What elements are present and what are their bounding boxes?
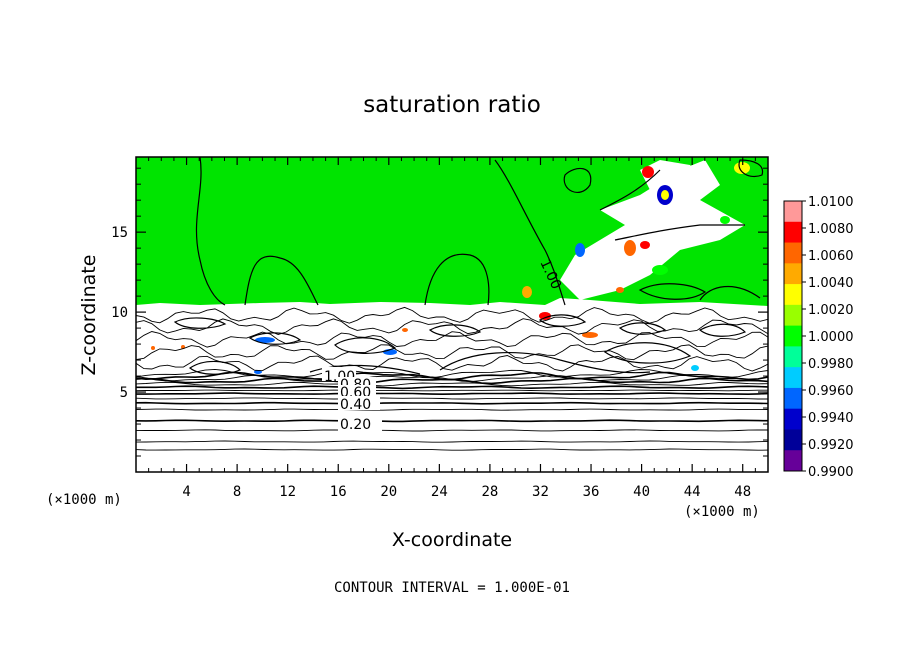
anomaly-cell [661,190,669,200]
x-unit-right: (×1000 m) [684,504,760,520]
colorbar-swatch [784,201,802,223]
contour-line [136,392,768,396]
colorbar-swatch [784,367,802,389]
contour-line [136,448,768,451]
x-tick-label: 32 [532,484,549,500]
anomaly-cell [254,370,262,374]
contour-cells [173,314,747,375]
contour-line [136,344,768,361]
colorbar-label: 1.0080 [808,222,854,237]
colorbar-label: 0.9940 [808,411,854,426]
anomaly-cell [522,286,532,298]
contour-line [136,381,768,387]
colorbar-swatch [784,387,802,410]
anomaly-cell [255,337,275,343]
contour-label: 0.20 [340,417,371,433]
contour-interval-text: CONTOUR INTERVAL = 1.000E-01 [334,580,570,596]
contour-line [136,419,768,423]
anomaly-cell [624,240,636,256]
contour-line [136,440,768,443]
anomaly-cell [642,166,654,178]
x-tick-label: 48 [734,484,751,500]
chart-title: saturation ratio [363,92,541,118]
contours-upper [195,157,764,306]
anomaly-cells [151,162,750,374]
contour-line [136,408,768,411]
x-tick-label: 8 [233,484,241,500]
contour-line [136,401,768,405]
x-unit-left: (×1000 m) [46,492,122,508]
contour-label-background [338,416,382,431]
y-axis: 5 10 15 [111,167,768,457]
colorbar-swatch [784,325,802,347]
colorbar-label: 0.9960 [808,384,854,399]
contour-label-background [338,396,380,410]
anomaly-cell [402,328,408,332]
anomaly-cell [720,216,730,224]
contour-label: 0.40 [340,397,371,413]
contour-line [136,389,768,392]
colorbar-label: 1.0100 [808,195,854,210]
y-axis-label: Z-coordinate [78,255,100,376]
colorbar-label: 0.9920 [808,438,854,453]
x-tick-label: 44 [684,484,701,500]
colorbar: 1.0100 1.0080 1.0060 1.0040 1.0020 1.0000 0.99… [783,195,854,480]
contour-line [136,429,768,432]
contour-line [136,331,768,348]
colorbar-label: 0.9980 [808,357,854,372]
x-tick-label: 24 [431,484,448,500]
plot-area: 1.00 0.80 0.60 0.40 0.20 1.00 [136,157,768,472]
anomaly-cell [151,346,155,350]
x-axis: 4 8 12 16 20 24 28 32 36 40 44 48 [148,157,756,500]
anomaly-cell [575,243,585,257]
x-axis-label: X-coordinate [392,529,512,551]
colorbar-label: 1.0000 [808,330,854,345]
anomaly-cell [734,162,750,174]
x-tick-label: 4 [182,484,190,500]
white-patch-top [640,160,700,195]
anomaly-cell [539,312,551,320]
x-tick-label: 20 [380,484,397,500]
colorbar-swatch [784,221,802,244]
y-tick-label: 10 [111,305,128,321]
contour-line [136,306,768,324]
anomaly-cell [640,241,650,249]
contour-line [136,397,768,400]
colorbar-label: 1.0040 [808,276,854,291]
colorbar-swatch [784,263,802,285]
anomaly-cell [616,287,624,293]
contours-lower [136,306,768,451]
x-tick-label: 28 [481,484,498,500]
colorbar-swatch [784,450,802,472]
colorbar-label: 1.0020 [808,303,854,318]
colorbar-swatch [784,304,802,327]
colorbar-swatch [784,284,802,306]
contour-line [136,355,768,372]
contour-line [136,385,768,390]
colorbar-label: 0.9900 [808,465,854,480]
y-tick-label: 15 [111,225,128,241]
anomaly-cell [691,365,699,371]
anomaly-cell [582,332,598,338]
x-tick-label: 36 [583,484,600,500]
white-patch-upper-right [560,160,745,300]
colorbar-swatch [784,242,802,264]
colorbar-swatch [784,429,802,451]
colorbar-swatch [784,346,802,368]
x-tick-label: 12 [279,484,296,500]
y-tick-label: 5 [120,385,128,401]
anomaly-cell [652,265,668,275]
x-tick-label: 40 [633,484,650,500]
contour-line [136,368,768,379]
colorbar-label: 1.0060 [808,249,854,264]
x-tick-label: 16 [330,484,347,500]
colorbar-swatch [784,408,802,430]
contour-label-background [338,385,376,398]
